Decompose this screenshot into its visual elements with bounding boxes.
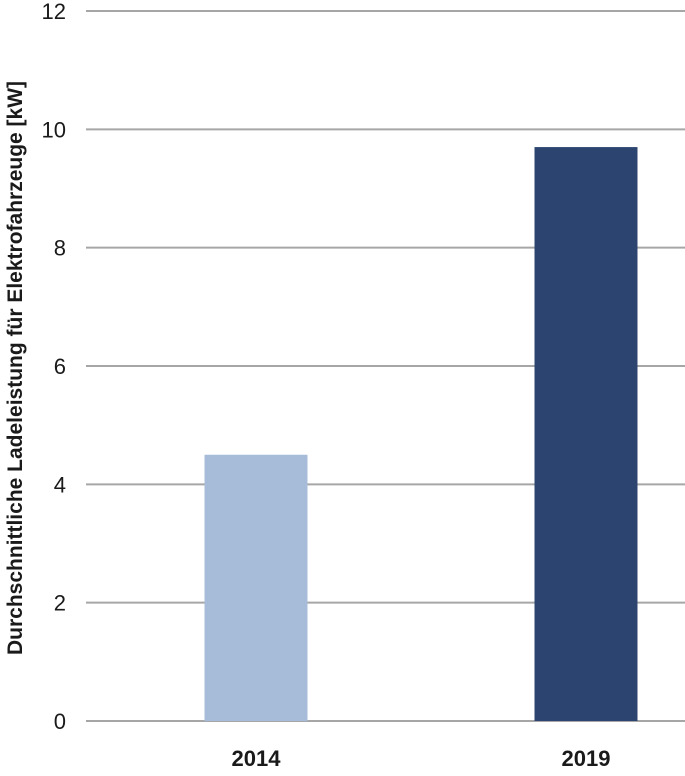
y-tick-label: 0 [54, 709, 66, 734]
bars [204, 147, 638, 722]
y-tick-label: 6 [54, 354, 66, 379]
y-axis-title: Durchschnittliche Ladeleistung für Elekt… [4, 81, 27, 655]
y-tick-label: 2 [54, 591, 66, 616]
bar-2019 [534, 147, 638, 722]
y-tick-label: 8 [54, 236, 66, 261]
gridlines [86, 10, 685, 722]
x-category-label: 2014 [232, 746, 282, 771]
y-tick-label: 12 [42, 0, 66, 24]
x-axis-labels: 2014 2019 [232, 746, 611, 771]
x-category-label: 2019 [562, 746, 611, 771]
y-axis-ticks: 0 2 4 6 8 10 12 [42, 0, 66, 734]
y-tick-label: 4 [54, 472, 66, 497]
bar-2014 [204, 454, 308, 721]
y-tick-label: 10 [42, 117, 66, 142]
